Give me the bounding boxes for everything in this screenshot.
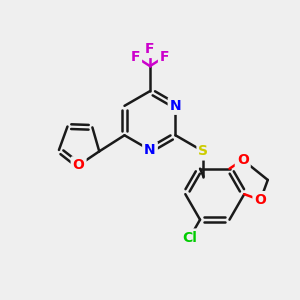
Text: F: F (160, 50, 169, 64)
Text: O: O (73, 158, 85, 172)
Text: N: N (144, 143, 156, 157)
Text: O: O (254, 193, 266, 207)
Text: O: O (237, 153, 249, 167)
Text: N: N (170, 99, 181, 113)
Text: Cl: Cl (182, 230, 197, 244)
Text: S: S (199, 145, 208, 158)
Text: F: F (145, 42, 155, 56)
Text: F: F (130, 50, 140, 64)
